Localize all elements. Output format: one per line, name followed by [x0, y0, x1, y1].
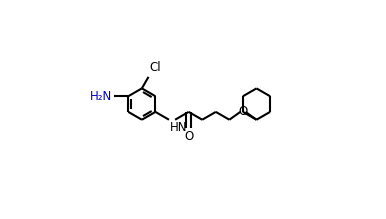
Text: O: O — [238, 105, 247, 118]
Text: H₂N: H₂N — [90, 90, 112, 103]
Text: HN: HN — [170, 121, 188, 134]
Text: O: O — [184, 130, 193, 143]
Text: Cl: Cl — [149, 61, 161, 74]
